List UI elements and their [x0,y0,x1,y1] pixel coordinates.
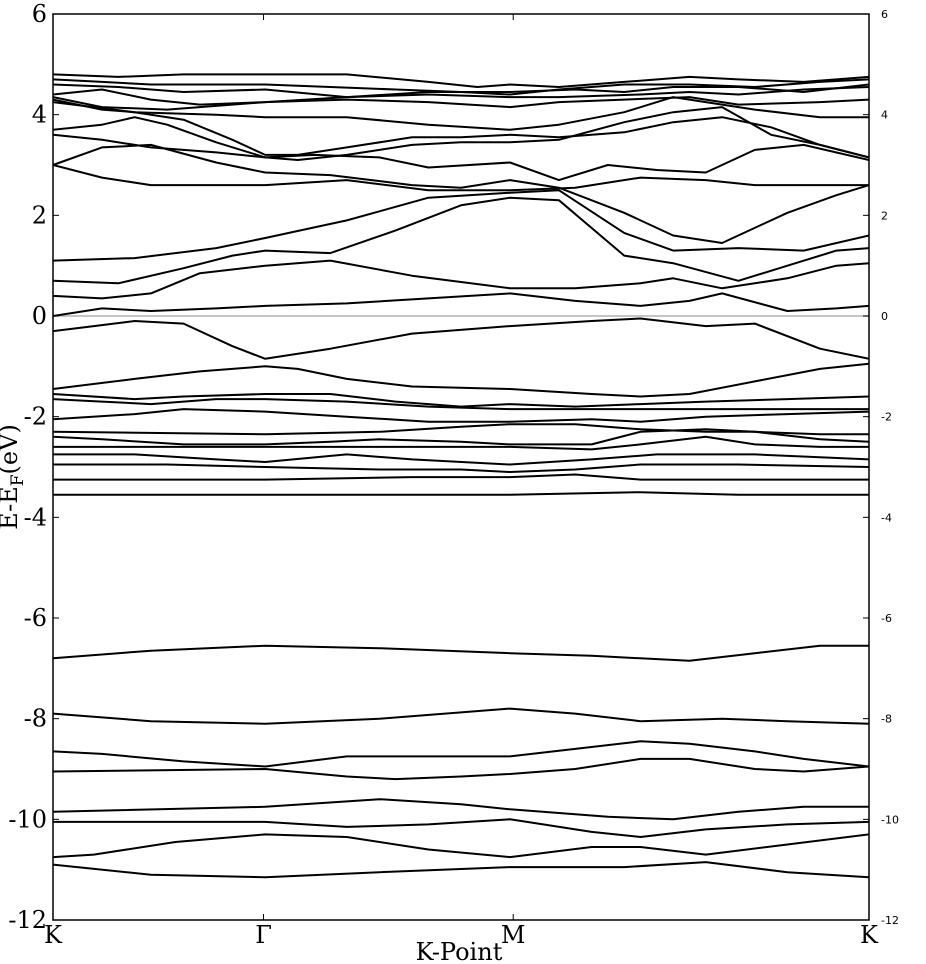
band-line-5 [53,757,869,781]
y-tick-label-right: 6 [881,8,888,21]
y-ticks-left: 6 4 2 0 -2 -4 -6 -8 -10 -12 [8,0,59,934]
band-line-6 [53,740,869,768]
band-line-2 [53,833,869,859]
y-tick-label: -10 [8,805,47,833]
band-line-31 [53,96,869,111]
band-line-17 [53,398,869,411]
y-axis-label-tail: (eV) [0,424,23,474]
y-tick-label: 6 [32,0,47,28]
band-line-19 [53,362,869,398]
band-lines [53,73,869,879]
band-line-10 [53,473,869,481]
x-tick-label: Γ [255,921,272,949]
y-tick-label-right: 2 [881,209,888,222]
band-line-32 [53,86,869,106]
y-tick-label: 4 [32,101,47,129]
band-line-21 [53,292,869,317]
band-line-28 [53,106,869,161]
band-line-25 [53,164,869,192]
y-tick-label: -6 [24,604,47,632]
y-axis-label-sub: F [8,474,28,486]
band-line-35 [53,73,869,88]
x-axis-label: K-Point [416,938,503,964]
band-line-12 [53,453,869,466]
band-line-29 [53,98,869,159]
y-tick-label-right: -2 [881,411,892,424]
band-line-22 [53,259,869,300]
band-line-1 [53,861,869,879]
y-tick-label-right: -6 [881,612,892,625]
y-tick-label-right: 4 [881,109,888,122]
band-line-26 [53,143,869,244]
y-axis-label-base: E-E [0,486,23,530]
y-tick-label-right: -10 [881,813,899,826]
band-line-4 [53,798,869,821]
band-line-27 [53,133,869,182]
band-line-30 [53,96,869,131]
y-tick-label: -2 [24,403,47,431]
y-tick-label: 0 [32,302,47,330]
y-tick-label-right: -8 [881,713,892,726]
y-tick-label: 2 [32,201,47,229]
plot-frame [52,13,870,921]
band-line-23 [53,196,869,285]
band-line-15 [53,423,869,436]
y-tick-label-right: -12 [881,914,899,927]
y-tick-label: -8 [24,705,47,733]
band-line-34 [53,78,869,96]
band-line-3 [53,818,869,838]
band-line-8 [53,644,869,662]
x-tick-label: K [44,921,63,949]
band-line-7 [53,707,869,725]
band-line-20 [53,317,869,360]
y-ticks-right: 6 4 2 0 -2 -4 -6 -8 -10 -12 [863,8,899,927]
y-tick-label-right: 0 [881,310,888,323]
band-line-24 [53,189,869,262]
band-line-16 [53,408,869,423]
x-tick-label: K [860,921,879,949]
band-line-11 [53,463,869,473]
band-line-13 [53,435,869,451]
y-tick-label: -4 [24,503,47,531]
y-tick-label-right: -4 [881,511,892,524]
y-tick-label: -12 [8,906,47,934]
band-line-18 [53,393,869,408]
x-tick-label: M [501,921,526,949]
band-line-9 [53,491,869,496]
y-axis-label: E-EF(eV) [0,424,28,530]
